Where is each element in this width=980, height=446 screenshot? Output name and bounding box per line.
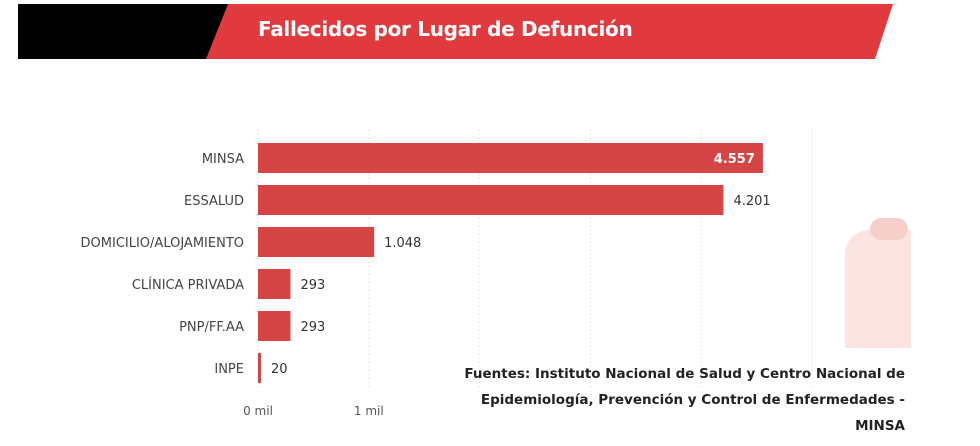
category-label: ESSALUD [184,194,244,209]
category-label: INPE [214,362,244,377]
banner-black-block [18,4,228,59]
bar-cl-nica-privada[interactable] [258,269,291,299]
bar-chart: MINSA 4.557 ESSALUD 4.201 DOMICILIO/ALOJAMIE… [81,130,813,418]
chart-title: Fallecidos por Lugar de Defunción [258,17,633,41]
source-line-1: Fuentes: Instituto Nacional de Salud y C… [464,366,905,382]
data-label: 4.201 [733,194,770,209]
data-label: 20 [271,362,288,377]
category-label: PNP/FF.AA [179,320,244,335]
category-label: MINSA [202,152,244,167]
category-label: CLÍNICA PRIVADA [132,277,244,293]
x-tick-label: 0 mil [243,404,273,418]
source-line-2: Epidemiología, Prevención y Control de E… [480,392,905,408]
bar-pnp-ff-aa[interactable] [258,311,291,341]
source-note: Fuentes: Instituto Nacional de Salud y C… [405,361,905,439]
decorative-illustration-top [870,218,908,240]
data-label: 293 [300,278,325,293]
banner-red-block [206,4,893,59]
bar-domicilio-alojamiento[interactable] [258,227,375,257]
decorative-illustration [845,230,911,348]
data-label: 293 [300,320,325,335]
data-label: 1.048 [384,236,421,251]
x-tick-label: 1 mil [354,404,384,418]
bar-inpe[interactable] [258,353,261,383]
bar-essalud[interactable] [258,185,724,215]
source-line-3: MINSA [855,418,905,434]
header-banner: Fallecidos por Lugar de Defunción [18,4,893,59]
data-label: 4.557 [714,152,755,167]
bar-minsa[interactable] [258,143,763,173]
category-label: DOMICILIO/ALOJAMIENTO [81,236,244,251]
